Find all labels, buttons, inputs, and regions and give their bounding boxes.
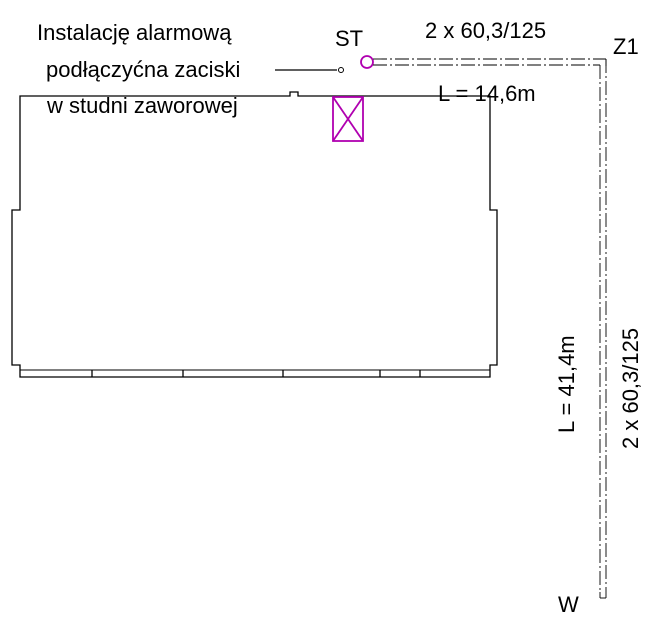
pipe-end-cap — [599, 592, 606, 599]
note-line-3: w studni zaworowej — [46, 93, 238, 118]
pipe-vertical-length: L = 41,4m — [554, 335, 579, 433]
pipe-vertical-spec: 2 x 60,3/125 — [618, 328, 643, 449]
pipe-top-spec: 2 x 60,3/125 — [425, 18, 546, 43]
building-wall-ticks — [91, 370, 421, 377]
building-outline — [11, 91, 498, 378]
label-z1: Z1 — [613, 34, 639, 59]
note-line-2: podłączyćna zaciski — [46, 57, 240, 82]
note-line-1: Instalację alarmową — [37, 20, 232, 45]
label-st: ST — [335, 26, 363, 51]
valve-chamber-icon — [332, 96, 364, 142]
leader-terminal-small-circle-icon — [338, 67, 344, 73]
connection-point-circle-icon — [360, 55, 374, 69]
pipe-vertical — [599, 59, 607, 598]
pipe-top-length: L = 14,6m — [438, 81, 536, 106]
label-w: W — [558, 592, 579, 617]
pipe-horizontal — [373, 58, 606, 66]
